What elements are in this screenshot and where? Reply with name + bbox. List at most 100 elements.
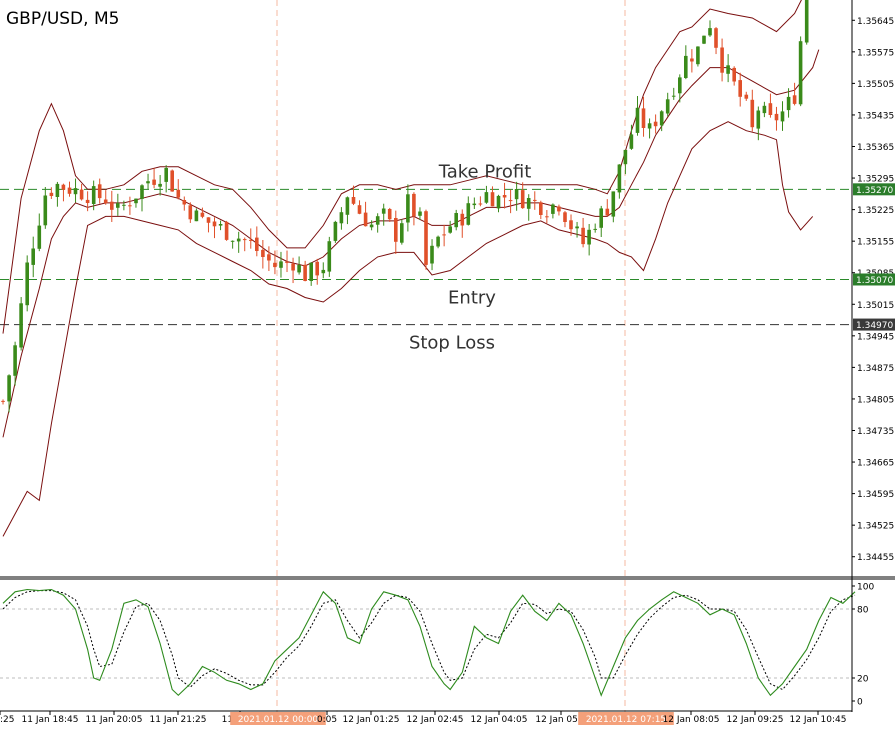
candle — [647, 118, 652, 139]
candle — [714, 27, 718, 55]
candle-body — [720, 47, 724, 73]
candle-body — [804, 0, 809, 43]
candle-body — [230, 240, 235, 242]
candle — [339, 207, 344, 230]
candle — [212, 217, 217, 239]
candle — [526, 194, 531, 221]
y-tick-label: 1.34525 — [857, 522, 894, 532]
candle-body — [339, 212, 344, 224]
candle-body — [97, 184, 102, 199]
candle — [146, 173, 150, 190]
date-marker-tag — [230, 712, 326, 725]
candle — [756, 106, 761, 141]
stochastic-tick-label: 20 — [857, 675, 869, 685]
bollinger-lower-band — [2, 121, 814, 537]
candle — [490, 186, 495, 207]
candle-body — [79, 189, 84, 200]
candle-body — [520, 190, 525, 209]
candle — [31, 236, 35, 278]
candle-body — [726, 65, 730, 74]
stochastic-panel — [0, 576, 895, 697]
candle — [424, 209, 428, 270]
stochastic-tick-label: 0 — [857, 698, 863, 708]
y-tick-label: 1.34875 — [857, 364, 894, 374]
candle — [563, 210, 567, 228]
candle-body — [502, 195, 507, 198]
candle-body — [448, 226, 452, 233]
x-tick-label: 12 Jan 01:25 — [343, 715, 400, 725]
candle — [85, 191, 90, 212]
candle — [551, 203, 555, 219]
candle-body — [412, 193, 416, 217]
chart-title: GBP/USD, M5 — [6, 9, 119, 29]
y-tick-label: 1.34665 — [857, 459, 894, 469]
candle — [678, 74, 682, 103]
candle — [43, 186, 48, 229]
candle — [762, 101, 767, 118]
candle — [375, 213, 380, 233]
candle-body — [460, 213, 465, 226]
candle — [116, 193, 120, 216]
candle — [774, 106, 779, 131]
candle — [315, 258, 319, 285]
candle — [400, 219, 404, 245]
candle — [206, 217, 211, 233]
candle — [7, 374, 11, 413]
candle — [297, 256, 301, 275]
candle — [351, 185, 356, 206]
candle — [218, 220, 223, 231]
candle — [230, 240, 235, 249]
price-tag-label: 1.35270 — [856, 186, 893, 196]
candle-body — [255, 237, 259, 251]
y-tick-label: 1.35155 — [857, 238, 894, 248]
candle-body — [690, 58, 694, 62]
candle — [25, 255, 29, 312]
candle — [110, 190, 114, 222]
candle — [134, 198, 138, 208]
candle — [653, 114, 658, 134]
candle-body — [575, 226, 579, 229]
candle-body — [13, 345, 17, 376]
stochastic-tick-label: 100 — [857, 583, 874, 593]
candle-body — [273, 262, 277, 268]
candle — [436, 235, 440, 249]
chart-labels: 1.35270 Take Profit 1.35070 Entry 1.34970 Sto… — [409, 161, 895, 354]
price-tag — [853, 183, 895, 196]
candle-body — [158, 183, 162, 187]
candle-body — [665, 99, 670, 114]
candle-body — [424, 211, 428, 265]
candle-body — [19, 303, 23, 348]
candle — [593, 223, 597, 233]
candle-body — [188, 205, 193, 220]
candle-body — [798, 41, 803, 105]
candle-body — [333, 221, 338, 241]
candle-body — [134, 198, 138, 204]
candle-body — [7, 375, 11, 402]
candle — [448, 220, 452, 234]
candle-body — [442, 234, 446, 236]
candle-body — [369, 224, 374, 228]
candle-body — [170, 170, 174, 192]
candle — [798, 36, 803, 107]
candle — [412, 192, 416, 226]
candle-body — [508, 200, 513, 202]
candle-body — [587, 229, 591, 245]
candle — [236, 231, 241, 253]
candle — [176, 179, 181, 200]
candle-body — [478, 203, 483, 205]
candle — [557, 204, 561, 216]
x-tick-label: 11 Jan 21:25 — [150, 715, 207, 725]
candle — [128, 196, 132, 215]
y-tick-label: 1.35575 — [857, 48, 894, 58]
stochastic-signal-line — [2, 590, 856, 691]
candle-body — [647, 123, 652, 129]
y-tick-label: 1.34455 — [857, 553, 894, 563]
y-tick-label: 1.35015 — [857, 301, 894, 311]
candle — [605, 199, 610, 217]
candle — [381, 203, 386, 226]
candle — [200, 207, 205, 219]
level-annotation: Stop Loss — [409, 333, 495, 354]
candle-body — [261, 249, 265, 257]
